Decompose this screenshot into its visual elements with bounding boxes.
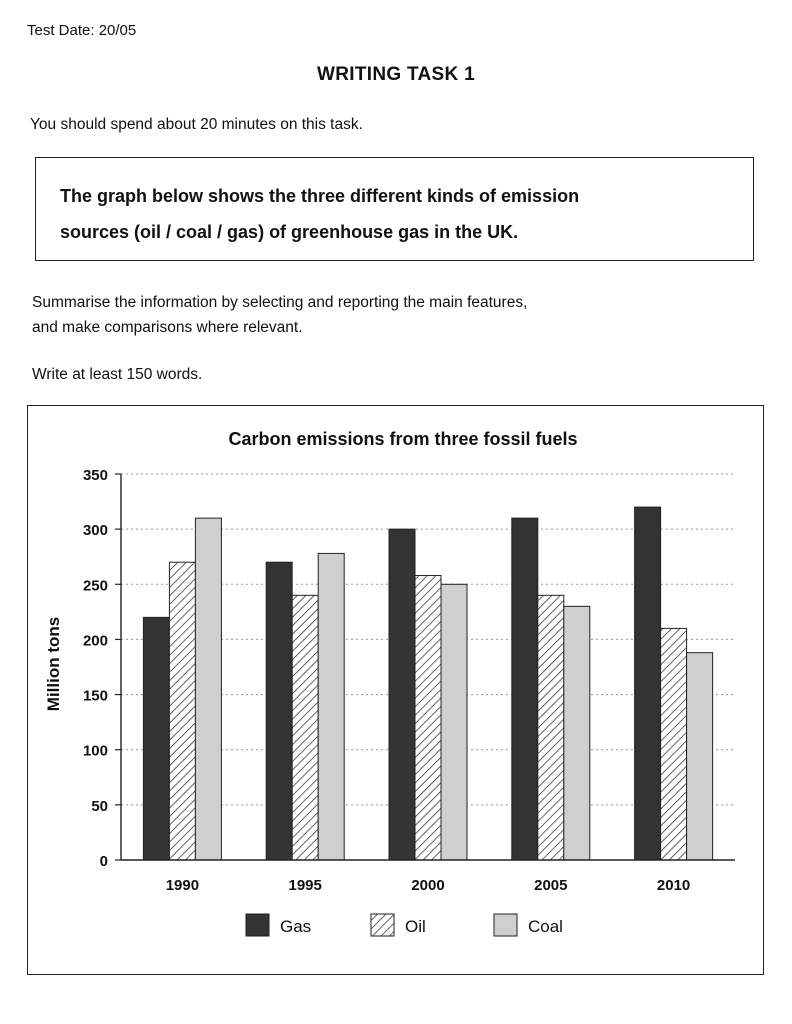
legend-label-coal: Coal	[528, 917, 563, 936]
x-tick-label: 2005	[534, 877, 567, 894]
y-tick-label: 300	[83, 522, 108, 539]
bar-gas-1990	[142, 616, 170, 861]
y-tick-label: 100	[83, 743, 108, 760]
x-tick-label: 1990	[166, 877, 199, 894]
y-tick-label: 200	[83, 632, 108, 649]
y-tick-label: 50	[91, 798, 108, 815]
prompt-line-1: The graph below shows the three differen…	[60, 186, 580, 206]
bar-oil-2010	[660, 627, 688, 861]
y-tick-label: 350	[83, 467, 108, 484]
bar-oil-2000	[414, 574, 442, 861]
x-tick-label: 2000	[411, 877, 444, 894]
chart-frame: Carbon emissions from three fossil fuels…	[27, 405, 764, 975]
summary-line-2: and make comparisons where relevant.	[32, 319, 303, 336]
x-tick-label: 2010	[657, 877, 690, 894]
bar-oil-2005	[537, 594, 565, 861]
time-instruction: You should spend about 20 minutes on thi…	[30, 116, 363, 133]
bar-coal-2000	[440, 583, 468, 861]
bar-oil-1995	[291, 594, 319, 861]
bar-coal-1995	[317, 552, 345, 861]
bar-gas-1995	[265, 561, 293, 861]
legend-swatch-coal	[493, 913, 518, 937]
y-tick-label: 0	[100, 853, 108, 870]
bar-coal-1990	[194, 517, 222, 861]
x-tick-label: 1995	[289, 877, 322, 894]
bar-gas-2005	[511, 517, 539, 861]
bar-coal-2010	[686, 652, 714, 861]
summary-instruction: Summarise the information by selecting a…	[32, 290, 732, 340]
y-axis-label: Million tons	[44, 617, 63, 711]
bar-coal-2005	[563, 605, 591, 861]
legend-label-gas: Gas	[280, 917, 311, 936]
task-prompt-box: The graph below shows the three differen…	[35, 157, 754, 261]
y-tick-label: 150	[83, 688, 108, 705]
y-tick-label: 250	[83, 577, 108, 594]
test-date: Test Date: 20/05	[27, 22, 137, 39]
chart-title: Carbon emissions from three fossil fuels	[228, 429, 577, 449]
prompt-line-2: sources (oil / coal / gas) of greenhouse…	[60, 222, 519, 242]
legend-swatch-oil	[370, 913, 395, 937]
summary-line-1: Summarise the information by selecting a…	[32, 294, 528, 311]
word-count-instruction: Write at least 150 words.	[32, 366, 203, 383]
legend-swatch-gas	[245, 913, 270, 937]
task-title: WRITING TASK 1	[317, 64, 475, 85]
bar-gas-2010	[634, 506, 662, 861]
bar-oil-1990	[168, 561, 196, 861]
legend-label-oil: Oil	[405, 917, 426, 936]
bar-chart: Carbon emissions from three fossil fuels…	[44, 429, 735, 937]
bar-gas-2000	[388, 528, 416, 861]
